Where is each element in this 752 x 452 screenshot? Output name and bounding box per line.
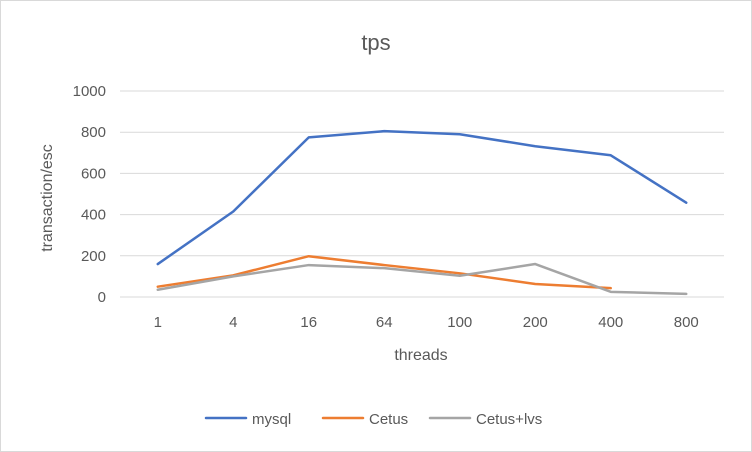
x-tick-1: 1 <box>154 314 162 331</box>
x-tick-16: 16 <box>300 314 317 331</box>
x-tick-800: 800 <box>674 314 699 331</box>
legend: mysql Cetus Cetus+lvs <box>204 411 542 428</box>
gridlines <box>120 90 724 298</box>
series-line-mysql <box>156 129 688 266</box>
x-tick-4: 4 <box>229 314 237 331</box>
x-tick-400: 400 <box>598 314 623 331</box>
x-axis-label: threads <box>394 347 447 364</box>
y-tick-200: 200 <box>81 248 106 265</box>
chart-title: tps <box>361 30 390 55</box>
y-tick-1000: 1000 <box>73 83 106 100</box>
x-tick-100: 100 <box>447 314 472 331</box>
y-tick-0: 0 <box>98 289 106 306</box>
x-axis-ticks: 1 4 16 64 100 200 400 800 <box>154 314 699 331</box>
legend-label-cetus-lvs: Cetus+lvs <box>476 411 542 428</box>
y-axis-ticks: 0 200 400 600 800 1000 <box>73 83 106 306</box>
series-line-cetus-lvs <box>156 262 688 296</box>
series-line-cetus <box>156 254 612 290</box>
legend-label-cetus: Cetus <box>369 411 408 428</box>
x-tick-200: 200 <box>523 314 548 331</box>
y-tick-800: 800 <box>81 124 106 141</box>
y-tick-400: 400 <box>81 207 106 224</box>
y-tick-600: 600 <box>81 165 106 182</box>
y-axis-label: transaction/esc <box>39 144 56 252</box>
x-tick-64: 64 <box>376 314 393 331</box>
series-lines <box>156 129 688 296</box>
legend-label-mysql: mysql <box>252 411 291 428</box>
